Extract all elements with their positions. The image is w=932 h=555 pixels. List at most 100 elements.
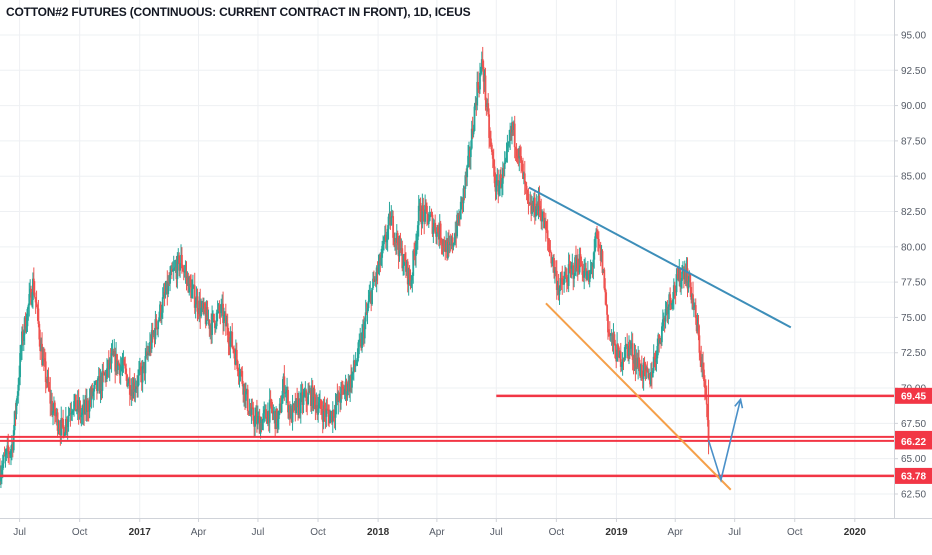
candle-body: [470, 128, 473, 149]
candle-body: [605, 292, 608, 306]
candle-body: [520, 156, 523, 161]
candle-body: [193, 285, 196, 308]
candle-body: [67, 415, 70, 422]
candle-body: [197, 311, 200, 315]
candle-body: [82, 405, 85, 413]
candle-body: [454, 232, 457, 243]
candle-body: [683, 271, 686, 280]
candle-body: [202, 303, 205, 309]
candle-body: [544, 220, 547, 230]
candle-body: [509, 129, 512, 141]
candle-body: [270, 399, 273, 409]
candle-body: [32, 278, 35, 293]
candle-body: [216, 310, 219, 313]
candle-body: [699, 352, 702, 357]
candle-body: [77, 400, 80, 413]
candle-body: [296, 398, 299, 400]
candle-body: [652, 356, 655, 371]
candle-body: [269, 399, 272, 401]
candle-body: [498, 184, 501, 195]
candle-body: [504, 159, 507, 163]
candle-body: [643, 362, 646, 364]
candle-body: [655, 358, 658, 363]
candle-body: [372, 278, 374, 288]
candle-body: [686, 268, 689, 289]
candle-body: [513, 123, 516, 148]
support-trendline[interactable]: [545, 302, 732, 491]
candle-body: [23, 317, 26, 335]
candle-body: [532, 205, 534, 211]
candle-body: [366, 308, 369, 313]
candle-body: [465, 175, 468, 178]
candle-body: [190, 283, 192, 299]
candle-body: [442, 239, 445, 246]
candle-body: [354, 364, 357, 367]
candle-body: [51, 400, 54, 416]
candle-body: [246, 389, 249, 411]
candle-body: [668, 294, 671, 307]
candle-body: [112, 350, 115, 356]
candle-body: [149, 342, 151, 353]
candle-body: [221, 303, 224, 305]
candle-body: [361, 332, 363, 348]
candle-body: [364, 312, 367, 322]
candle-body: [44, 361, 47, 382]
candle-body: [88, 397, 91, 412]
projection-arrow[interactable]: [707, 399, 742, 483]
candle-body: [381, 245, 384, 258]
candle-body: [565, 275, 567, 277]
candle-body: [223, 314, 225, 324]
candle-body: [179, 263, 182, 271]
candle-body: [469, 148, 472, 158]
x-tick-label: Apr: [191, 527, 207, 538]
candle-body: [87, 411, 90, 412]
candle-body: [300, 392, 303, 394]
candle-body: [671, 303, 673, 305]
candle-body: [128, 378, 130, 383]
candle-body: [694, 305, 697, 318]
candle-body: [167, 282, 170, 295]
candle-body: [183, 271, 186, 273]
candle-body: [286, 389, 288, 392]
candle-body: [85, 401, 88, 412]
candle-body: [284, 392, 287, 394]
candle-body: [567, 264, 570, 286]
candle-body: [229, 337, 232, 347]
candle-body: [277, 418, 279, 428]
candle-body: [338, 392, 341, 401]
candle-body: [31, 300, 33, 305]
candle-body: [469, 150, 471, 158]
candle-body: [638, 357, 640, 368]
candle-body: [561, 278, 564, 284]
candle-body: [671, 299, 674, 304]
candle-body: [321, 413, 324, 422]
candle-body: [670, 300, 672, 305]
candle-body: [245, 391, 247, 401]
candle-body: [522, 163, 524, 179]
candle-body: [174, 266, 177, 268]
x-tick-label: 2017: [129, 527, 152, 538]
candle-body: [373, 278, 375, 282]
candle-body: [691, 294, 693, 300]
candle-body: [196, 296, 199, 312]
candle-body: [370, 291, 373, 305]
candle-body: [330, 411, 332, 416]
resistance-trendline[interactable]: [528, 186, 792, 329]
candle-body: [395, 233, 398, 243]
candle-body: [667, 306, 670, 315]
candle-body: [656, 345, 659, 359]
candle-body: [35, 302, 38, 307]
candle-body: [247, 410, 250, 415]
candle-body: [587, 270, 590, 282]
candle-body: [453, 242, 456, 244]
candle-body: [490, 138, 492, 145]
candle-body: [654, 358, 657, 363]
candle-body: [611, 333, 614, 344]
candle-body: [200, 307, 203, 317]
y-tick-label: 75.00: [901, 313, 926, 324]
candle-body: [38, 323, 41, 340]
candle-body: [466, 165, 469, 178]
candle-body: [42, 358, 45, 359]
candle-body: [227, 334, 230, 344]
